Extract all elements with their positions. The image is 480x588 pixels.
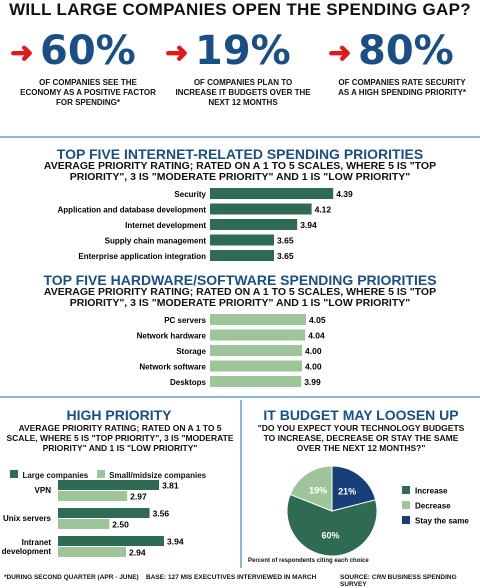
stat-1: ➜ 60% OF COMPANIES SEE THE ECONOMY AS A … (8, 24, 158, 109)
bar (210, 376, 302, 387)
bar (58, 480, 160, 490)
bar-value-label: 3.94 (300, 220, 317, 230)
bar-value-label: 4.05 (309, 315, 326, 325)
bar (58, 508, 150, 518)
pie-slice-label: 21% (338, 486, 356, 496)
bar (58, 519, 110, 529)
bar-label: Storage (176, 347, 206, 356)
high-priority-legend: Large companies Small/midsize companies (10, 465, 240, 483)
bar (210, 345, 302, 356)
footer-source: SOURCE: CRN BUSINESS SPENDING SURVEY (340, 574, 480, 588)
hardware-chart-title: TOP FIVE HARDWARE/SOFTWARE SPENDING PRIO… (43, 272, 437, 288)
legend-swatch-large (10, 469, 18, 478)
high-priority-subtitle: AVERAGE PRIORITY RATING; RATED ON A 1 TO… (6, 423, 234, 453)
bar-value-label: 3.94 (167, 537, 184, 547)
category-label: Unix servers (3, 514, 52, 523)
legend-swatch (402, 501, 410, 509)
footer-note: *DURING SECOND QUARTER (APR - JUNE) (4, 574, 139, 581)
pie-slice (289, 465, 333, 512)
legend-swatch (402, 516, 410, 524)
bar-value-label: 4.12 (315, 205, 332, 215)
stat-3-desc: OF COMPANIES RATE SECURITY AS A HIGH SPE… (338, 78, 466, 97)
budget-pie-chart: 21% 60% 19% Increase Decrease Stay the same (286, 465, 469, 557)
bar (210, 360, 302, 372)
stat-1-value: 60% (40, 28, 136, 74)
divider (0, 136, 480, 138)
internet-chart-subtitle: AVERAGE PRIORITY RATING; RATED ON A 1 TO… (43, 160, 437, 183)
budget-title: IT BUDGET MAY LOOSEN UP (263, 407, 459, 423)
bar-value-label: 2.97 (130, 492, 147, 502)
arrow-right-icon: ➜ (328, 37, 352, 68)
legend-small: Small/midsize companies (109, 471, 207, 480)
hardware-chart-subtitle: AVERAGE PRIORITY RATING; RATED ON A 1 TO… (43, 286, 437, 309)
bar-label: Network software (139, 363, 206, 372)
bar-value-label: 2.50 (112, 520, 129, 530)
bar-value-label: 3.65 (277, 236, 294, 246)
hardware-bar-chart: PC servers 4.05 Network hardware 4.04 Storag… (137, 314, 326, 387)
bar-label: Application and database development (58, 206, 207, 215)
category-label: VPN (35, 486, 52, 495)
bar-label: Network hardware (137, 332, 207, 341)
pie-slice-label: 60% (321, 531, 339, 541)
legend-swatch-small (96, 469, 105, 478)
budget-subtitle: "DO YOU EXPECT YOUR TECHNOLOGY BUDGETS T… (257, 423, 465, 453)
bar (210, 314, 306, 325)
bar-label: PC servers (164, 316, 206, 325)
stat-2-desc: OF COMPANIES PLAN TO INCREASE IT BUDGETS… (175, 78, 311, 107)
bar-label: Desktops (170, 378, 207, 387)
bar-value-label: 2.94 (129, 548, 146, 558)
bar (210, 219, 298, 230)
bar-label: Enterprise application integration (78, 252, 206, 261)
bar (58, 547, 127, 557)
bar (58, 491, 128, 501)
stat-2: ➜ 19% OF COMPANIES PLAN TO INCREASE IT B… (165, 24, 315, 109)
internet-bar-chart: Security 4.39 Application and database dev… (58, 188, 353, 261)
bar-label: Internet development (125, 221, 206, 230)
category-label: Intranet (22, 538, 52, 547)
bar-value-label: 3.65 (277, 251, 294, 261)
arrow-right-icon: ➜ (165, 37, 189, 68)
legend-label: Decrease (415, 502, 451, 511)
stat-3-value: 80% (358, 28, 454, 74)
bar-label: Supply chain management (105, 237, 207, 246)
bar-value-label: 3.56 (153, 509, 170, 519)
pie-slice-label: 19% (309, 486, 327, 496)
legend-label: Increase (415, 487, 448, 496)
bar (210, 329, 306, 341)
bar-value-label: 3.99 (304, 377, 321, 387)
bar (210, 188, 334, 199)
legend-swatch (402, 486, 410, 494)
bar (58, 536, 165, 546)
legend-large: Large companies (22, 471, 89, 480)
vertical-divider (240, 400, 242, 568)
bar-value-label: 4.00 (305, 362, 322, 372)
stat-1-desc: OF COMPANIES SEE THE ECONOMY AS A POSITI… (20, 78, 156, 107)
footer-base: BASE: 127 MIS EXECUTIVES INTERVIEWED IN … (146, 574, 317, 581)
footer-source-em: CRN (371, 574, 386, 581)
category-label: development (2, 547, 52, 556)
bar-label: Security (174, 190, 206, 199)
bar-value-label: 4.00 (305, 346, 322, 356)
divider (0, 396, 480, 398)
high-priority-bar-chart: VPN 3.81 2.97 Unix servers 3.56 2.50 Intranetd… (2, 480, 184, 558)
bar-value-label: 3.81 (162, 481, 179, 491)
pie-slice (331, 465, 377, 512)
bar (210, 250, 274, 261)
stat-2-value: 19% (195, 28, 291, 74)
high-priority-title: HIGH PRIORITY (66, 407, 172, 423)
bar (210, 234, 274, 246)
pie-note: Percent of respondents citing each choic… (248, 558, 369, 564)
bar-value-label: 4.04 (308, 331, 325, 341)
arrow-right-icon: ➜ (10, 37, 34, 68)
legend-label: Stay the same (415, 517, 469, 526)
footer-source-prefix: SOURCE: (340, 574, 372, 581)
pie-slice (286, 493, 378, 557)
page-title: WILL LARGE COMPANIES OPEN THE SPENDING G… (9, 0, 471, 19)
bar-value-label: 4.39 (336, 189, 353, 199)
bar (210, 203, 312, 215)
stat-3: ➜ 80% OF COMPANIES RATE SECURITY AS A HI… (322, 24, 472, 109)
internet-chart-title: TOP FIVE INTERNET-RELATED SPENDING PRIOR… (56, 146, 424, 162)
